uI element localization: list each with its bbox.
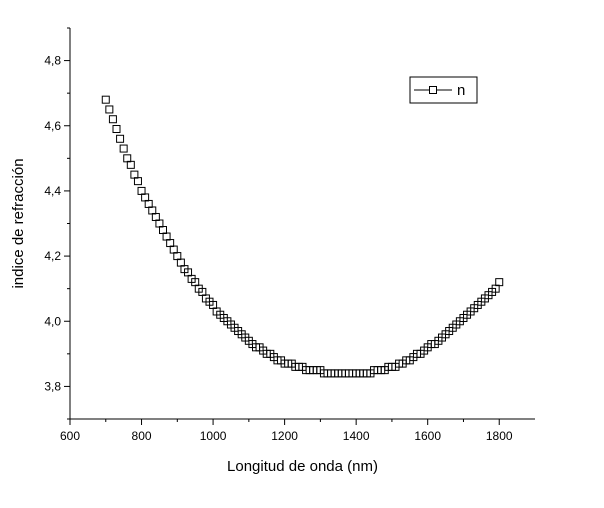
y-tick-label: 4,8 — [44, 54, 61, 68]
data-point — [116, 134, 125, 143]
x-tick-label: 600 — [60, 429, 80, 443]
tick-labels: 600 800 1000 1200 1400 1600 1800 3,8 4,0 4,2 4,4 4,… — [44, 54, 513, 443]
y-tick-label: 4,0 — [44, 314, 61, 328]
x-tick-label: 800 — [132, 429, 152, 443]
legend: n — [409, 76, 478, 104]
data-point — [123, 154, 132, 163]
data-point — [144, 199, 153, 208]
data-point — [130, 170, 139, 179]
data-point — [495, 278, 504, 287]
x-axis-title: Longitud de onda (nm) — [227, 458, 378, 475]
y-tick-label: 4,4 — [44, 184, 61, 198]
data-point — [169, 245, 178, 254]
data-point — [133, 177, 142, 186]
data-point — [126, 160, 135, 169]
legend-label: n — [457, 82, 465, 99]
data-point — [155, 219, 164, 228]
data-point — [148, 206, 157, 215]
y-tick-label: 4,6 — [44, 119, 61, 133]
legend-marker — [429, 86, 437, 94]
data-markers — [101, 95, 504, 378]
data-point — [141, 193, 150, 202]
data-point — [166, 239, 175, 248]
data-point — [173, 252, 182, 261]
y-axis-title: indice de refracción — [10, 158, 27, 288]
x-tick-label: 1000 — [200, 429, 227, 443]
data-point — [159, 226, 167, 235]
y-tick-label: 4,2 — [44, 249, 61, 263]
x-tick-label: 1200 — [271, 429, 298, 443]
data-point — [176, 258, 185, 267]
data-point — [101, 95, 110, 104]
axes — [64, 27, 535, 425]
data-point — [151, 212, 160, 221]
x-tick-label: 1600 — [414, 429, 441, 443]
data-point — [105, 105, 114, 114]
data-point — [119, 144, 128, 153]
data-point — [137, 186, 146, 195]
x-tick-label: 1400 — [343, 429, 370, 443]
y-tick-label: 3,8 — [44, 379, 61, 393]
data-point — [108, 115, 117, 124]
x-tick-label: 1800 — [486, 429, 513, 443]
data-point — [162, 232, 171, 241]
data-point — [112, 125, 121, 134]
